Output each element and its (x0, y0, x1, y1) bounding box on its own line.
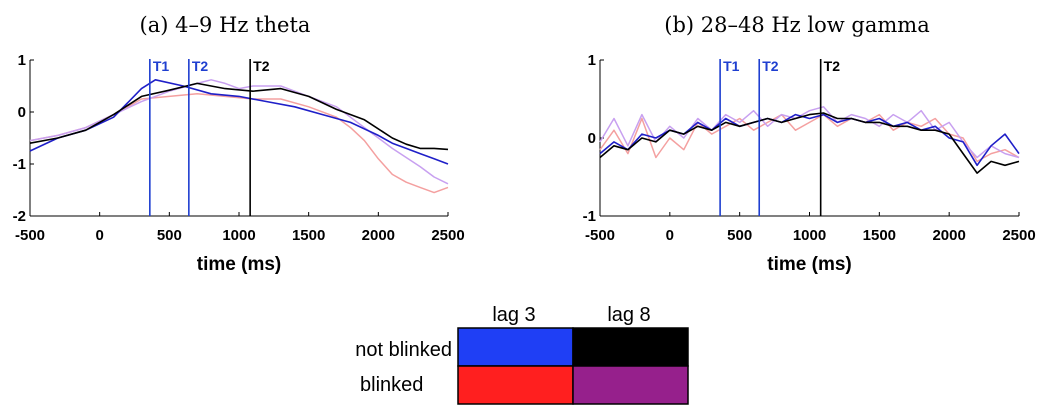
x-tick-label: 2000 (362, 227, 395, 244)
x-tick-label: -500 (585, 227, 615, 244)
y-tick-label: -1 (583, 208, 596, 225)
marker-label: T1 (723, 58, 740, 74)
legend-col-label: lag 3 (492, 304, 535, 326)
panel-title: (b) 28–48 Hz low gamma (664, 13, 930, 37)
x-axis-label: time (ms) (767, 254, 851, 275)
x-tick-label: 0 (666, 227, 674, 244)
condition-legend: lag 3 lag 8 not blinked blinked (355, 304, 689, 405)
x-tick-label: 1500 (292, 227, 325, 244)
marker-label: T2 (762, 58, 779, 74)
marker-label: T2 (253, 58, 270, 74)
series-line (599, 113, 1020, 163)
legend-row-label: not blinked (355, 339, 452, 361)
x-axis-label: time (ms) (197, 254, 281, 275)
y-tick-label: -1 (13, 156, 26, 173)
legend-swatch (457, 365, 574, 405)
y-tick-label: 0 (18, 104, 26, 121)
panel-low-gamma: (b) 28–48 Hz low gamma -500 0 500 1000 1500 2… (583, 13, 1036, 275)
marker-label: T2 (192, 58, 209, 74)
legend-swatch (572, 327, 689, 367)
x-tick-label: 500 (727, 227, 752, 244)
y-tick-label: 0 (588, 130, 596, 147)
marker-label: T1 (153, 58, 170, 74)
marker-label: T2 (824, 58, 841, 74)
y-tick-label: 1 (18, 52, 26, 69)
legend-swatch (572, 365, 689, 405)
x-tick-label: 1500 (863, 227, 896, 244)
x-tick-label: 2500 (1002, 227, 1035, 244)
x-tick-label: 500 (157, 227, 182, 244)
panel-title: (a) 4–9 Hz theta (140, 13, 311, 37)
x-tick-label: 1000 (793, 227, 826, 244)
y-tick-label: 1 (588, 52, 596, 69)
x-tick-label: -500 (15, 227, 45, 244)
series-line (599, 112, 1020, 174)
x-tick-label: 0 (95, 227, 103, 244)
series-line (29, 79, 449, 185)
legend-col-label: lag 8 (607, 304, 650, 326)
y-tick-label: -2 (13, 208, 26, 225)
x-tick-label: 2000 (932, 227, 965, 244)
x-tick-label: 2500 (431, 227, 464, 244)
legend-swatch (457, 327, 574, 367)
x-tick-label: 1000 (222, 227, 255, 244)
series-line (599, 106, 1020, 159)
panel-theta: (a) 4–9 Hz theta -500 0 500 1000 1500 2000 250… (13, 13, 465, 275)
series-line (29, 82, 449, 151)
legend-row-label: blinked (360, 374, 423, 396)
series-line (29, 79, 449, 165)
